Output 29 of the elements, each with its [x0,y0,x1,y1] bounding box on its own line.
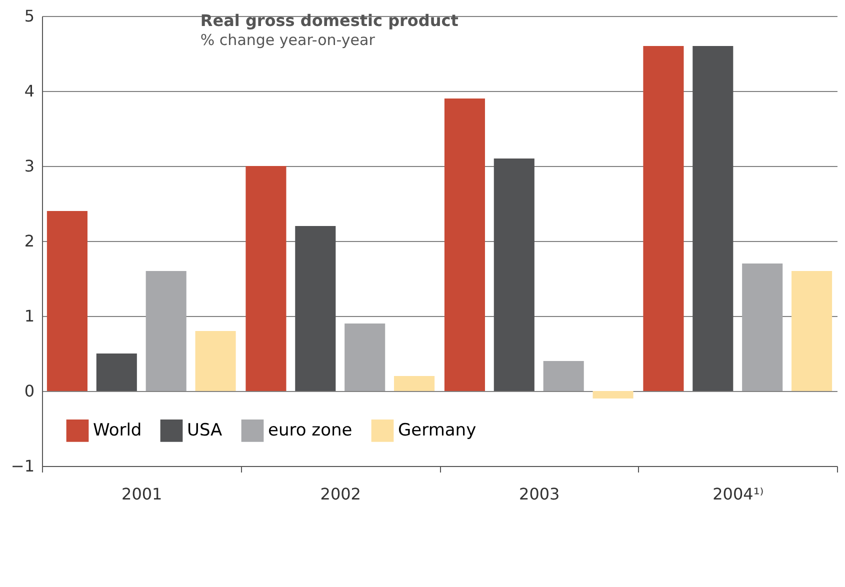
bar [643,46,684,391]
bar [195,331,236,391]
text: % change year-on-year [200,31,376,49]
x-tick-label: 2004¹⁾ [712,484,764,504]
y-tick-label: 4 [24,82,34,100]
y-tick-label: 5 [24,6,34,26]
x-tick-label: 2002 [320,484,361,504]
legend-label: World [93,420,142,441]
x-tick-label: 2001 [122,484,162,504]
bar [592,391,634,398]
bar [146,271,186,391]
bar [394,376,435,391]
bar [444,98,485,391]
legend-label: Germany [398,420,476,441]
bar [792,271,832,391]
legend-label: euro zone [268,420,352,441]
bar [246,166,286,391]
chart-title: Real gross domestic product [200,11,459,30]
y-tick-label: 0 [24,382,34,400]
y-tick-label: 2 [24,232,34,250]
y-tick-label: 1 [24,306,34,326]
bar [742,264,783,391]
bar [46,211,88,391]
bar [543,361,584,391]
bar [344,324,386,391]
legend-label: USA [187,420,223,441]
y-tick-label: −1 [10,456,34,476]
x-tick-label: 2003 [519,484,560,504]
y-tick-label: 3 [24,156,34,176]
